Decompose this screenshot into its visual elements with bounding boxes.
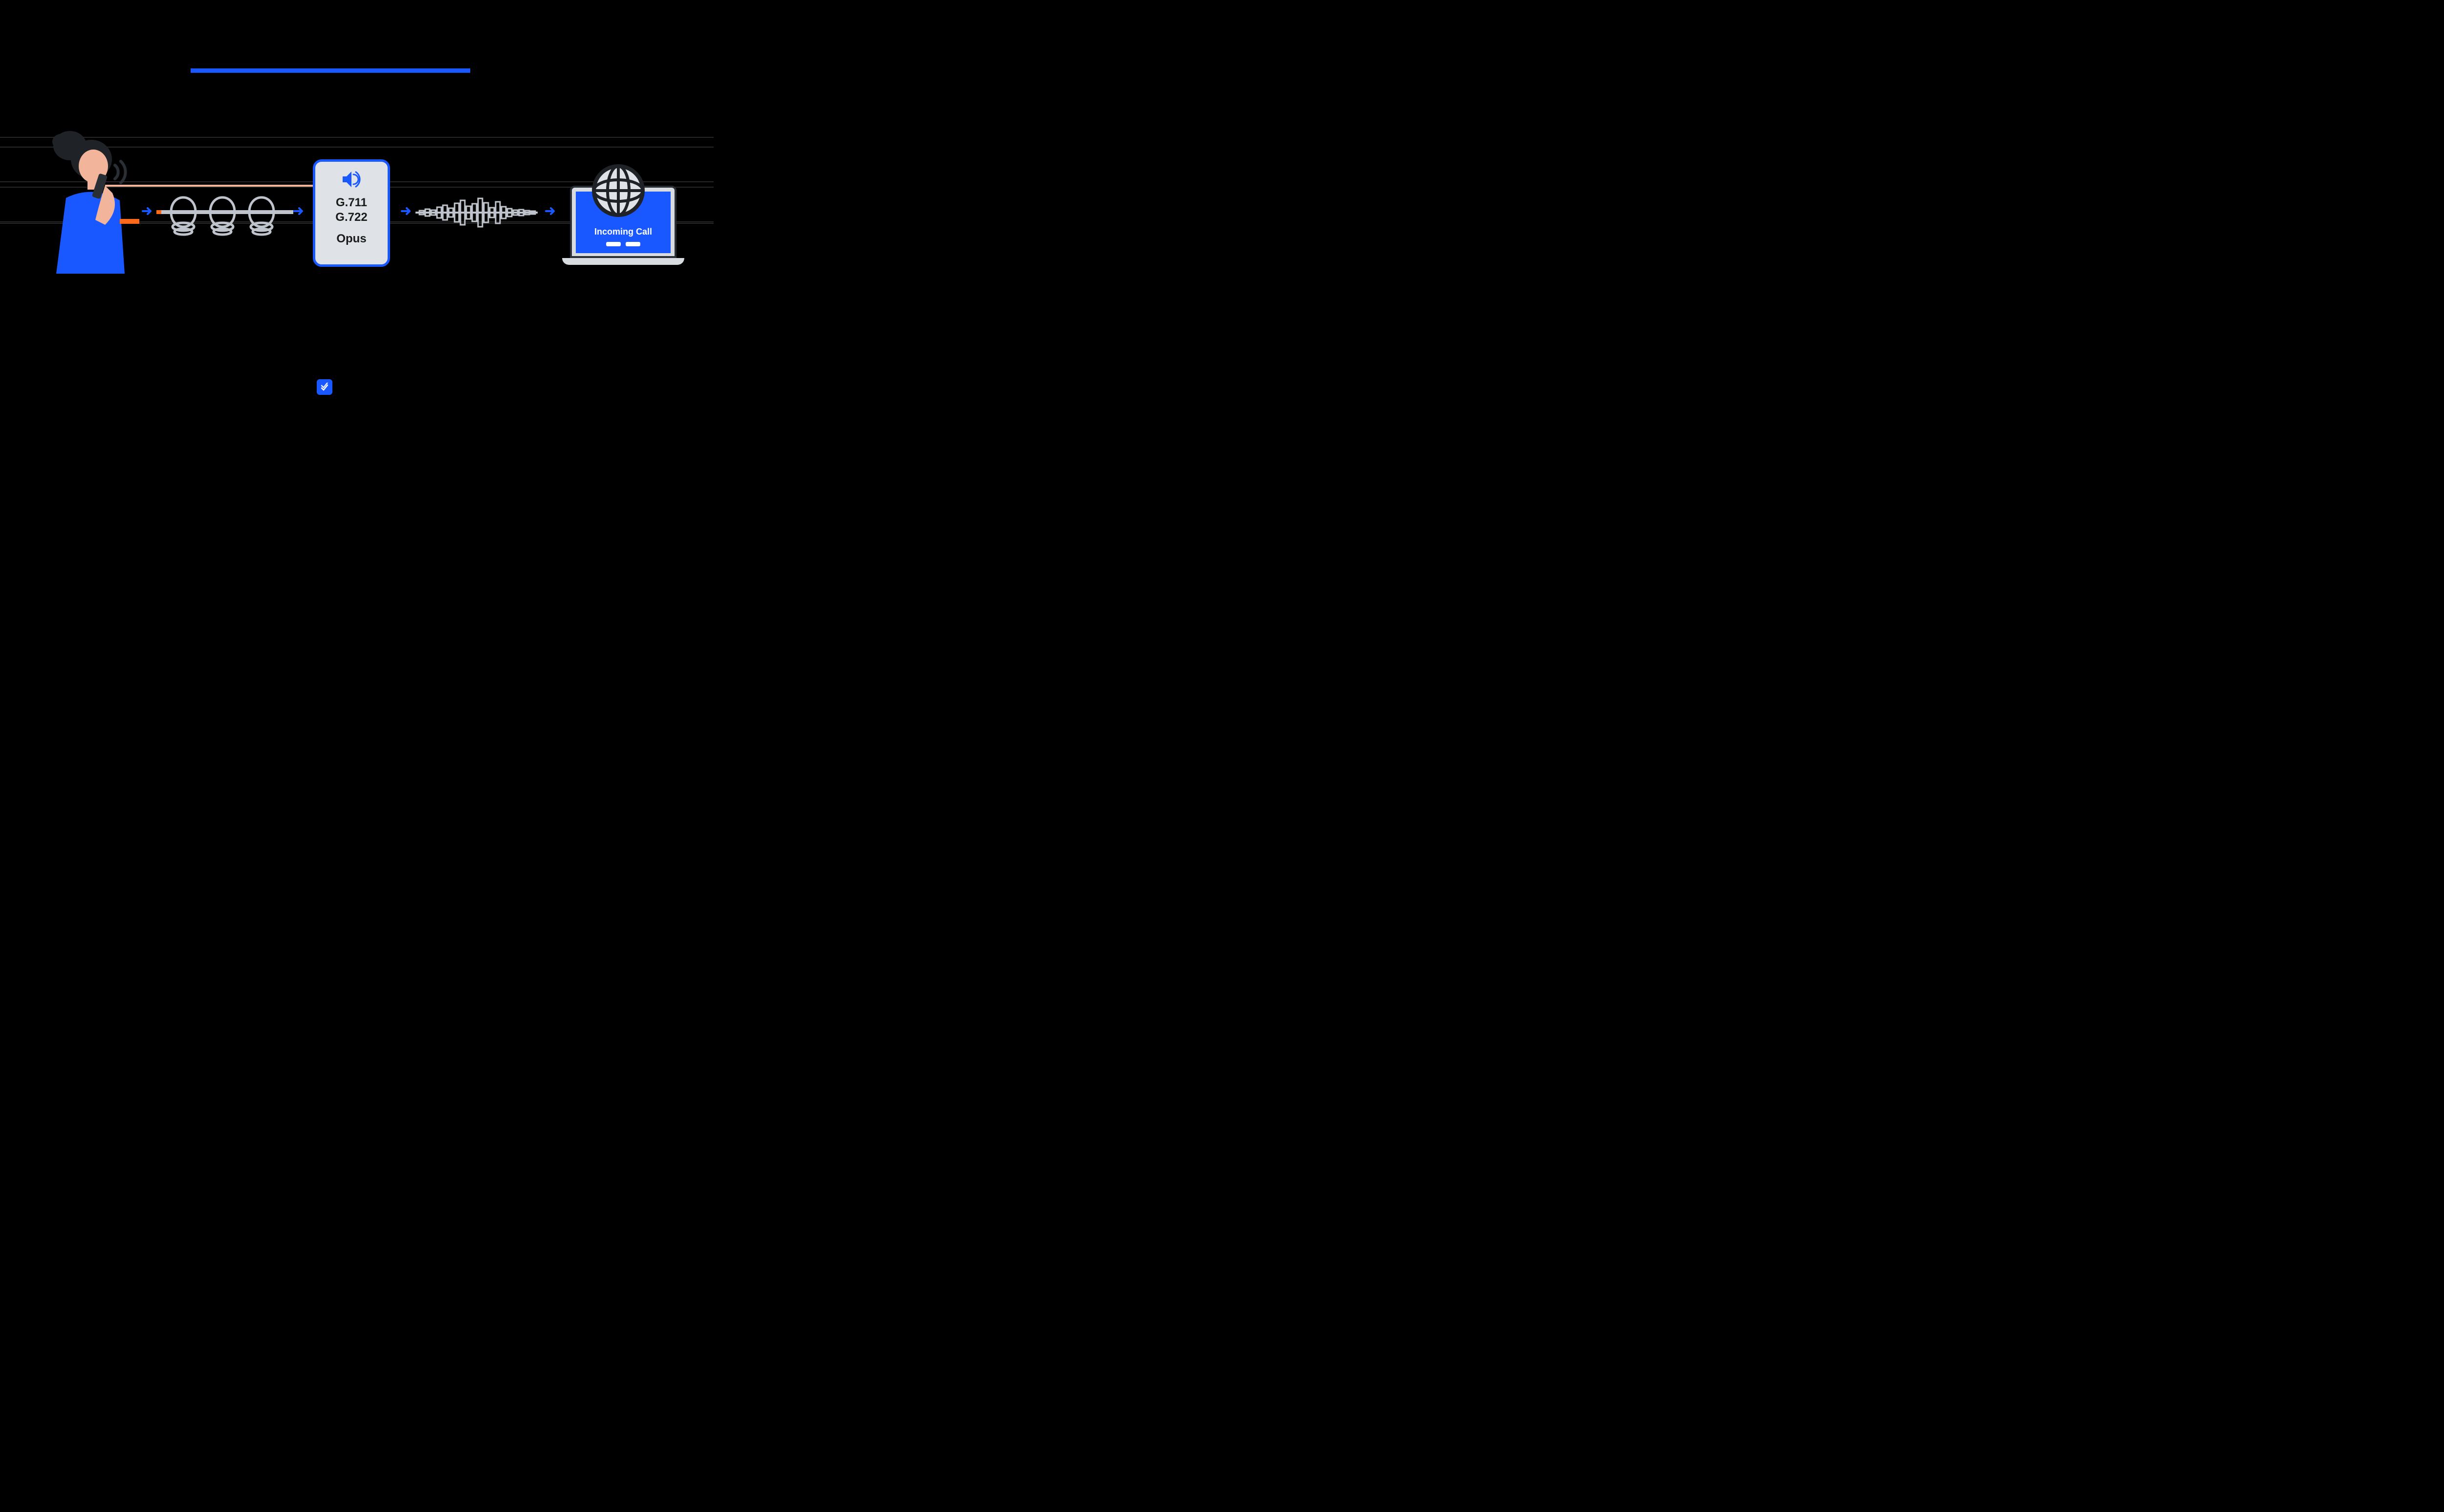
speaker-icon [341, 170, 362, 192]
analog-wave [156, 186, 293, 239]
digital-wave [415, 191, 538, 235]
arrow-icon [545, 205, 557, 217]
title-underline [191, 68, 470, 73]
incoming-call-label: Incoming Call [594, 227, 652, 237]
codec-line-3: Opus [336, 232, 366, 246]
codec-card: G.711 G.722 Opus [313, 159, 390, 267]
arrow-icon [142, 205, 153, 217]
brand-logo [317, 379, 332, 395]
call-buttons [606, 242, 640, 246]
arrow-icon [293, 205, 305, 217]
codec-line-1: G.711 [336, 195, 367, 210]
person-on-phone [46, 127, 139, 274]
peach-connector [105, 185, 313, 187]
codec-line-2: G.722 [335, 210, 367, 225]
globe-icon [589, 161, 648, 220]
arrow-icon [401, 205, 413, 217]
